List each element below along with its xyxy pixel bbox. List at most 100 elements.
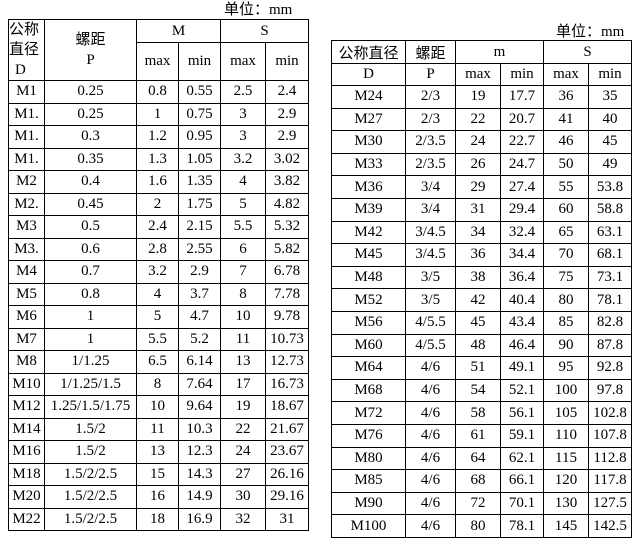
cell-pitch: 2/3 bbox=[405, 107, 456, 132]
cell-s-max: 24 bbox=[220, 440, 266, 464]
cell-s-min: 127.5 bbox=[588, 491, 633, 516]
cell-m-max: 16 bbox=[136, 485, 179, 509]
cell-pitch: 1/1.25/1.5 bbox=[44, 372, 137, 396]
table-row: M4 0.7 3.2 2.9 7 6.78 bbox=[8, 260, 309, 284]
cell-s-max: 85 bbox=[543, 310, 590, 335]
cell-m-min: 29.4 bbox=[499, 197, 545, 222]
cell-s-max: 65 bbox=[543, 220, 590, 245]
cell-m-max: 29 bbox=[455, 175, 501, 199]
cell-m-min: 52.1 bbox=[499, 378, 545, 403]
header-pitch-symbol: P bbox=[405, 63, 456, 86]
nut-dimensions-table-left: 公称 直径 D 螺距 P M S max min max min M1 0.25 0.8 0… bbox=[8, 19, 309, 531]
cell-pitch: 4/6 bbox=[405, 514, 456, 538]
cell-m-min: 1.75 bbox=[178, 192, 221, 216]
cell-m-max: 8 bbox=[136, 372, 179, 396]
cell-m-min: 12.3 bbox=[178, 440, 221, 464]
table-row: M6 1 5 4.7 10 9.78 bbox=[8, 305, 309, 329]
cell-diameter: M1. bbox=[8, 102, 45, 126]
cell-diameter: M64 bbox=[331, 356, 406, 380]
cell-s-max: 70 bbox=[543, 243, 590, 267]
cell-s-min: 92.8 bbox=[588, 356, 633, 380]
table-row: M52 3/5 42 40.4 80 78.1 bbox=[331, 288, 633, 312]
cell-m-min: 2.55 bbox=[178, 237, 221, 261]
header-diameter: 公称直径 bbox=[331, 40, 406, 64]
cell-s-min: 7.78 bbox=[265, 282, 309, 306]
cell-pitch: 0.25 bbox=[44, 102, 137, 126]
table-row: M1. 0.35 1.3 1.05 3.2 3.02 bbox=[8, 147, 309, 171]
table-row: M68 4/6 54 52.1 100 97.8 bbox=[331, 378, 633, 403]
cell-pitch: 1.5/2/2.5 bbox=[44, 507, 137, 531]
cell-s-max: 11 bbox=[220, 327, 266, 351]
cell-pitch: 1.25/1.5/1.75 bbox=[44, 395, 137, 419]
cell-pitch: 1.5/2 bbox=[44, 440, 137, 464]
table-row: M56 4/5.5 45 43.4 85 82.8 bbox=[331, 310, 633, 335]
cell-s-min: 82.8 bbox=[588, 310, 633, 335]
table-row: M85 4/6 68 66.1 120 117.8 bbox=[331, 469, 633, 493]
cell-pitch: 4/6 bbox=[405, 356, 456, 380]
cell-pitch: 4/5.5 bbox=[405, 333, 456, 358]
cell-diameter: M33 bbox=[331, 152, 406, 177]
table-row: M100 4/6 80 78.1 145 142.5 bbox=[331, 514, 633, 538]
cell-pitch: 4/6 bbox=[405, 378, 456, 403]
cell-m-max: 38 bbox=[455, 265, 501, 290]
cell-pitch: 4/6 bbox=[405, 446, 456, 471]
header-s-max: max bbox=[543, 63, 590, 86]
cell-m-max: 2 bbox=[136, 192, 179, 216]
cell-m-min: 16.9 bbox=[178, 507, 221, 531]
cell-pitch: 0.7 bbox=[44, 260, 137, 284]
cell-m-min: 6.14 bbox=[178, 350, 221, 374]
table-row: M20 1.5/2/2.5 16 14.9 30 29.16 bbox=[8, 485, 309, 509]
cell-s-max: 80 bbox=[543, 288, 590, 312]
header-s: S bbox=[543, 40, 633, 64]
cell-m-min: 49.1 bbox=[499, 356, 545, 380]
cell-s-max: 5 bbox=[220, 192, 266, 216]
cell-s-min: 68.1 bbox=[588, 243, 633, 267]
cell-m-max: 2.4 bbox=[136, 215, 179, 239]
cell-s-max: 105 bbox=[543, 401, 590, 425]
cell-s-max: 32 bbox=[220, 507, 266, 531]
cell-s-max: 46 bbox=[543, 130, 590, 154]
cell-s-max: 115 bbox=[543, 446, 590, 471]
cell-m-min: 70.1 bbox=[499, 491, 545, 516]
table-row: M45 3/4.5 36 34.4 70 68.1 bbox=[331, 243, 633, 267]
cell-s-max: 7 bbox=[220, 260, 266, 284]
cell-s-max: 36 bbox=[543, 85, 590, 109]
cell-pitch: 2/3.5 bbox=[405, 152, 456, 177]
table-row: M76 4/6 61 59.1 110 107.8 bbox=[331, 423, 633, 448]
cell-diameter: M3 bbox=[8, 215, 45, 239]
cell-s-min: 107.8 bbox=[588, 423, 633, 448]
cell-diameter: M42 bbox=[331, 220, 406, 245]
header-pitch: 螺距 P bbox=[44, 19, 137, 81]
cell-s-max: 8 bbox=[220, 282, 266, 306]
cell-m-min: 7.64 bbox=[178, 372, 221, 396]
cell-m-min: 5.2 bbox=[178, 327, 221, 351]
cell-pitch: 1 bbox=[44, 305, 137, 329]
cell-diameter: M7 bbox=[8, 327, 45, 351]
cell-s-min: 45 bbox=[588, 130, 633, 154]
cell-m-min: 20.7 bbox=[499, 107, 545, 132]
table-row: M3 0.5 2.4 2.15 5.5 5.32 bbox=[8, 215, 309, 239]
cell-diameter: M8 bbox=[8, 350, 45, 374]
cell-diameter: M20 bbox=[8, 485, 45, 509]
cell-m-max: 61 bbox=[455, 423, 501, 448]
header-pitch: 螺距 bbox=[405, 40, 456, 64]
cell-s-max: 4 bbox=[220, 170, 266, 194]
cell-m-min: 32.4 bbox=[499, 220, 545, 245]
cell-diameter: M5 bbox=[8, 282, 45, 306]
cell-s-min: 117.8 bbox=[588, 469, 633, 493]
cell-pitch: 0.5 bbox=[44, 215, 137, 239]
header-m-max: max bbox=[455, 63, 501, 86]
cell-m-max: 80 bbox=[455, 514, 501, 538]
cell-s-min: 63.1 bbox=[588, 220, 633, 245]
cell-s-max: 27 bbox=[220, 462, 266, 486]
cell-diameter: M10 bbox=[8, 372, 45, 396]
cell-m-max: 51 bbox=[455, 356, 501, 380]
cell-m-max: 2.8 bbox=[136, 237, 179, 261]
cell-s-min: 78.1 bbox=[588, 288, 633, 312]
header-m: m bbox=[454, 40, 545, 64]
table-row: M64 4/6 51 49.1 95 92.8 bbox=[331, 356, 633, 380]
cell-m-max: 5.5 bbox=[136, 327, 179, 351]
cell-s-min: 5.32 bbox=[265, 215, 309, 239]
table-row: M1. 0.3 1.2 0.95 3 2.9 bbox=[8, 125, 309, 149]
cell-diameter: M80 bbox=[331, 446, 406, 471]
